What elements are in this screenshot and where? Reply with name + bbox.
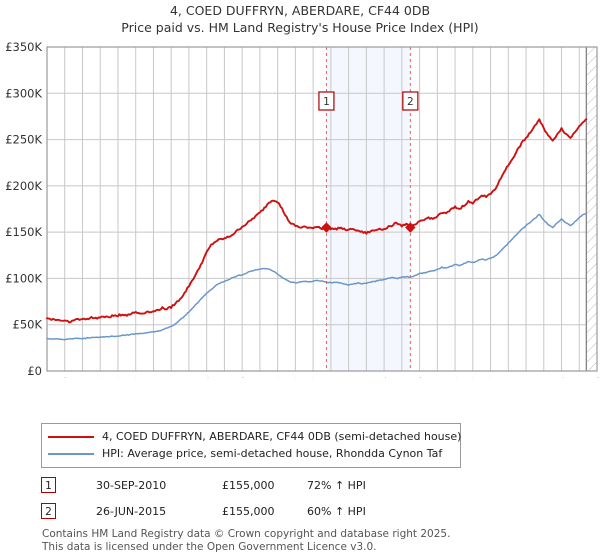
title-line-2: Price paid vs. HM Land Registry's House … [121,20,479,35]
title-line-1: 4, COED DUFFRYN, ABERDARE, CF44 0DB [169,3,431,18]
svg-text:1996: 1996 [58,377,72,378]
sale-date-2: 26-JUN-2015 [96,504,167,518]
table-row: 2 26-JUN-2015 £155,000 60% ↑ HPI [41,498,471,524]
svg-text:2002: 2002 [164,377,178,378]
page-title: 4, COED DUFFRYN, ABERDARE, CF44 0DB Pric… [0,2,600,36]
svg-text:2009: 2009 [288,377,302,378]
svg-text:2008: 2008 [271,377,285,378]
svg-text:1: 1 [323,96,330,108]
chart-svg: £0 £50K £100K £150K £200K £250K £300K £350K 1995… [5,40,600,378]
svg-text:2004: 2004 [200,377,214,378]
svg-text:2016: 2016 [413,377,427,378]
svg-text:2023: 2023 [537,377,551,378]
svg-text:2006: 2006 [235,377,249,378]
hpi-chart: £0 £50K £100K £150K £200K £250K £300K £350K 1995… [0,38,600,378]
svg-text:2012: 2012 [342,377,356,378]
svg-text:2001: 2001 [146,377,160,378]
sale-hpi-delta-1: 72% ↑ HPI [307,478,366,492]
sale-marker-badge-2: 2 [41,503,56,519]
svg-text:2017: 2017 [430,377,444,378]
svg-text:2015: 2015 [395,377,409,378]
sale-price-1: £155,000 [222,478,275,492]
svg-text:1999: 1999 [111,377,125,378]
legend-item-hpi: HPI: Average price, semi-detached house,… [48,445,454,462]
svg-text:2026: 2026 [590,377,600,378]
svg-text:£350K: £350K [5,40,42,54]
chart-legend: 4, COED DUFFRYN, ABERDARE, CF44 0DB (sem… [41,423,461,468]
legend-swatch-hpi [48,452,94,455]
sale-date-1: 30-SEP-2010 [96,478,167,492]
svg-text:2013: 2013 [359,377,373,378]
svg-text:2021: 2021 [501,377,515,378]
sales-table: 1 30-SEP-2010 £155,000 72% ↑ HPI 2 26-JU… [41,472,471,524]
svg-text:1995: 1995 [40,377,54,378]
footer-attribution: Contains HM Land Registry data © Crown c… [42,528,582,553]
svg-text:2014: 2014 [377,377,391,378]
svg-text:2020: 2020 [484,377,498,378]
sale-price-2: £155,000 [222,504,275,518]
svg-text:2018: 2018 [448,377,462,378]
svg-text:2005: 2005 [217,377,231,378]
legend-label-hpi: HPI: Average price, semi-detached house,… [102,447,443,460]
legend-item-property: 4, COED DUFFRYN, ABERDARE, CF44 0DB (sem… [48,428,461,445]
svg-text:2024: 2024 [555,377,569,378]
legend-swatch-property [48,435,94,438]
footer-line-2: This data is licensed under the Open Gov… [42,540,377,553]
table-row: 1 30-SEP-2010 £155,000 72% ↑ HPI [41,472,471,498]
svg-text:£200K: £200K [5,179,42,193]
svg-text:2007: 2007 [253,377,267,378]
svg-text:2000: 2000 [129,377,143,378]
svg-text:2011: 2011 [324,377,338,378]
svg-text:£150K: £150K [5,225,42,239]
legend-label-property: 4, COED DUFFRYN, ABERDARE, CF44 0DB (sem… [102,430,462,443]
svg-text:£300K: £300K [5,86,42,100]
svg-text:2: 2 [407,96,414,108]
svg-text:£100K: £100K [5,271,42,285]
svg-text:1998: 1998 [93,377,107,378]
svg-text:£50K: £50K [13,318,43,332]
svg-text:2010: 2010 [306,377,320,378]
footer-line-1: Contains HM Land Registry data © Crown c… [42,528,451,540]
svg-text:1997: 1997 [75,377,89,378]
svg-text:£250K: £250K [5,133,42,147]
sale-hpi-delta-2: 60% ↑ HPI [307,504,366,518]
svg-text:2022: 2022 [519,377,533,378]
svg-text:2025: 2025 [572,377,586,378]
svg-text:£0: £0 [27,364,42,378]
svg-text:2019: 2019 [466,377,480,378]
sale-marker-badge-1: 1 [41,477,56,493]
svg-text:2003: 2003 [182,377,196,378]
